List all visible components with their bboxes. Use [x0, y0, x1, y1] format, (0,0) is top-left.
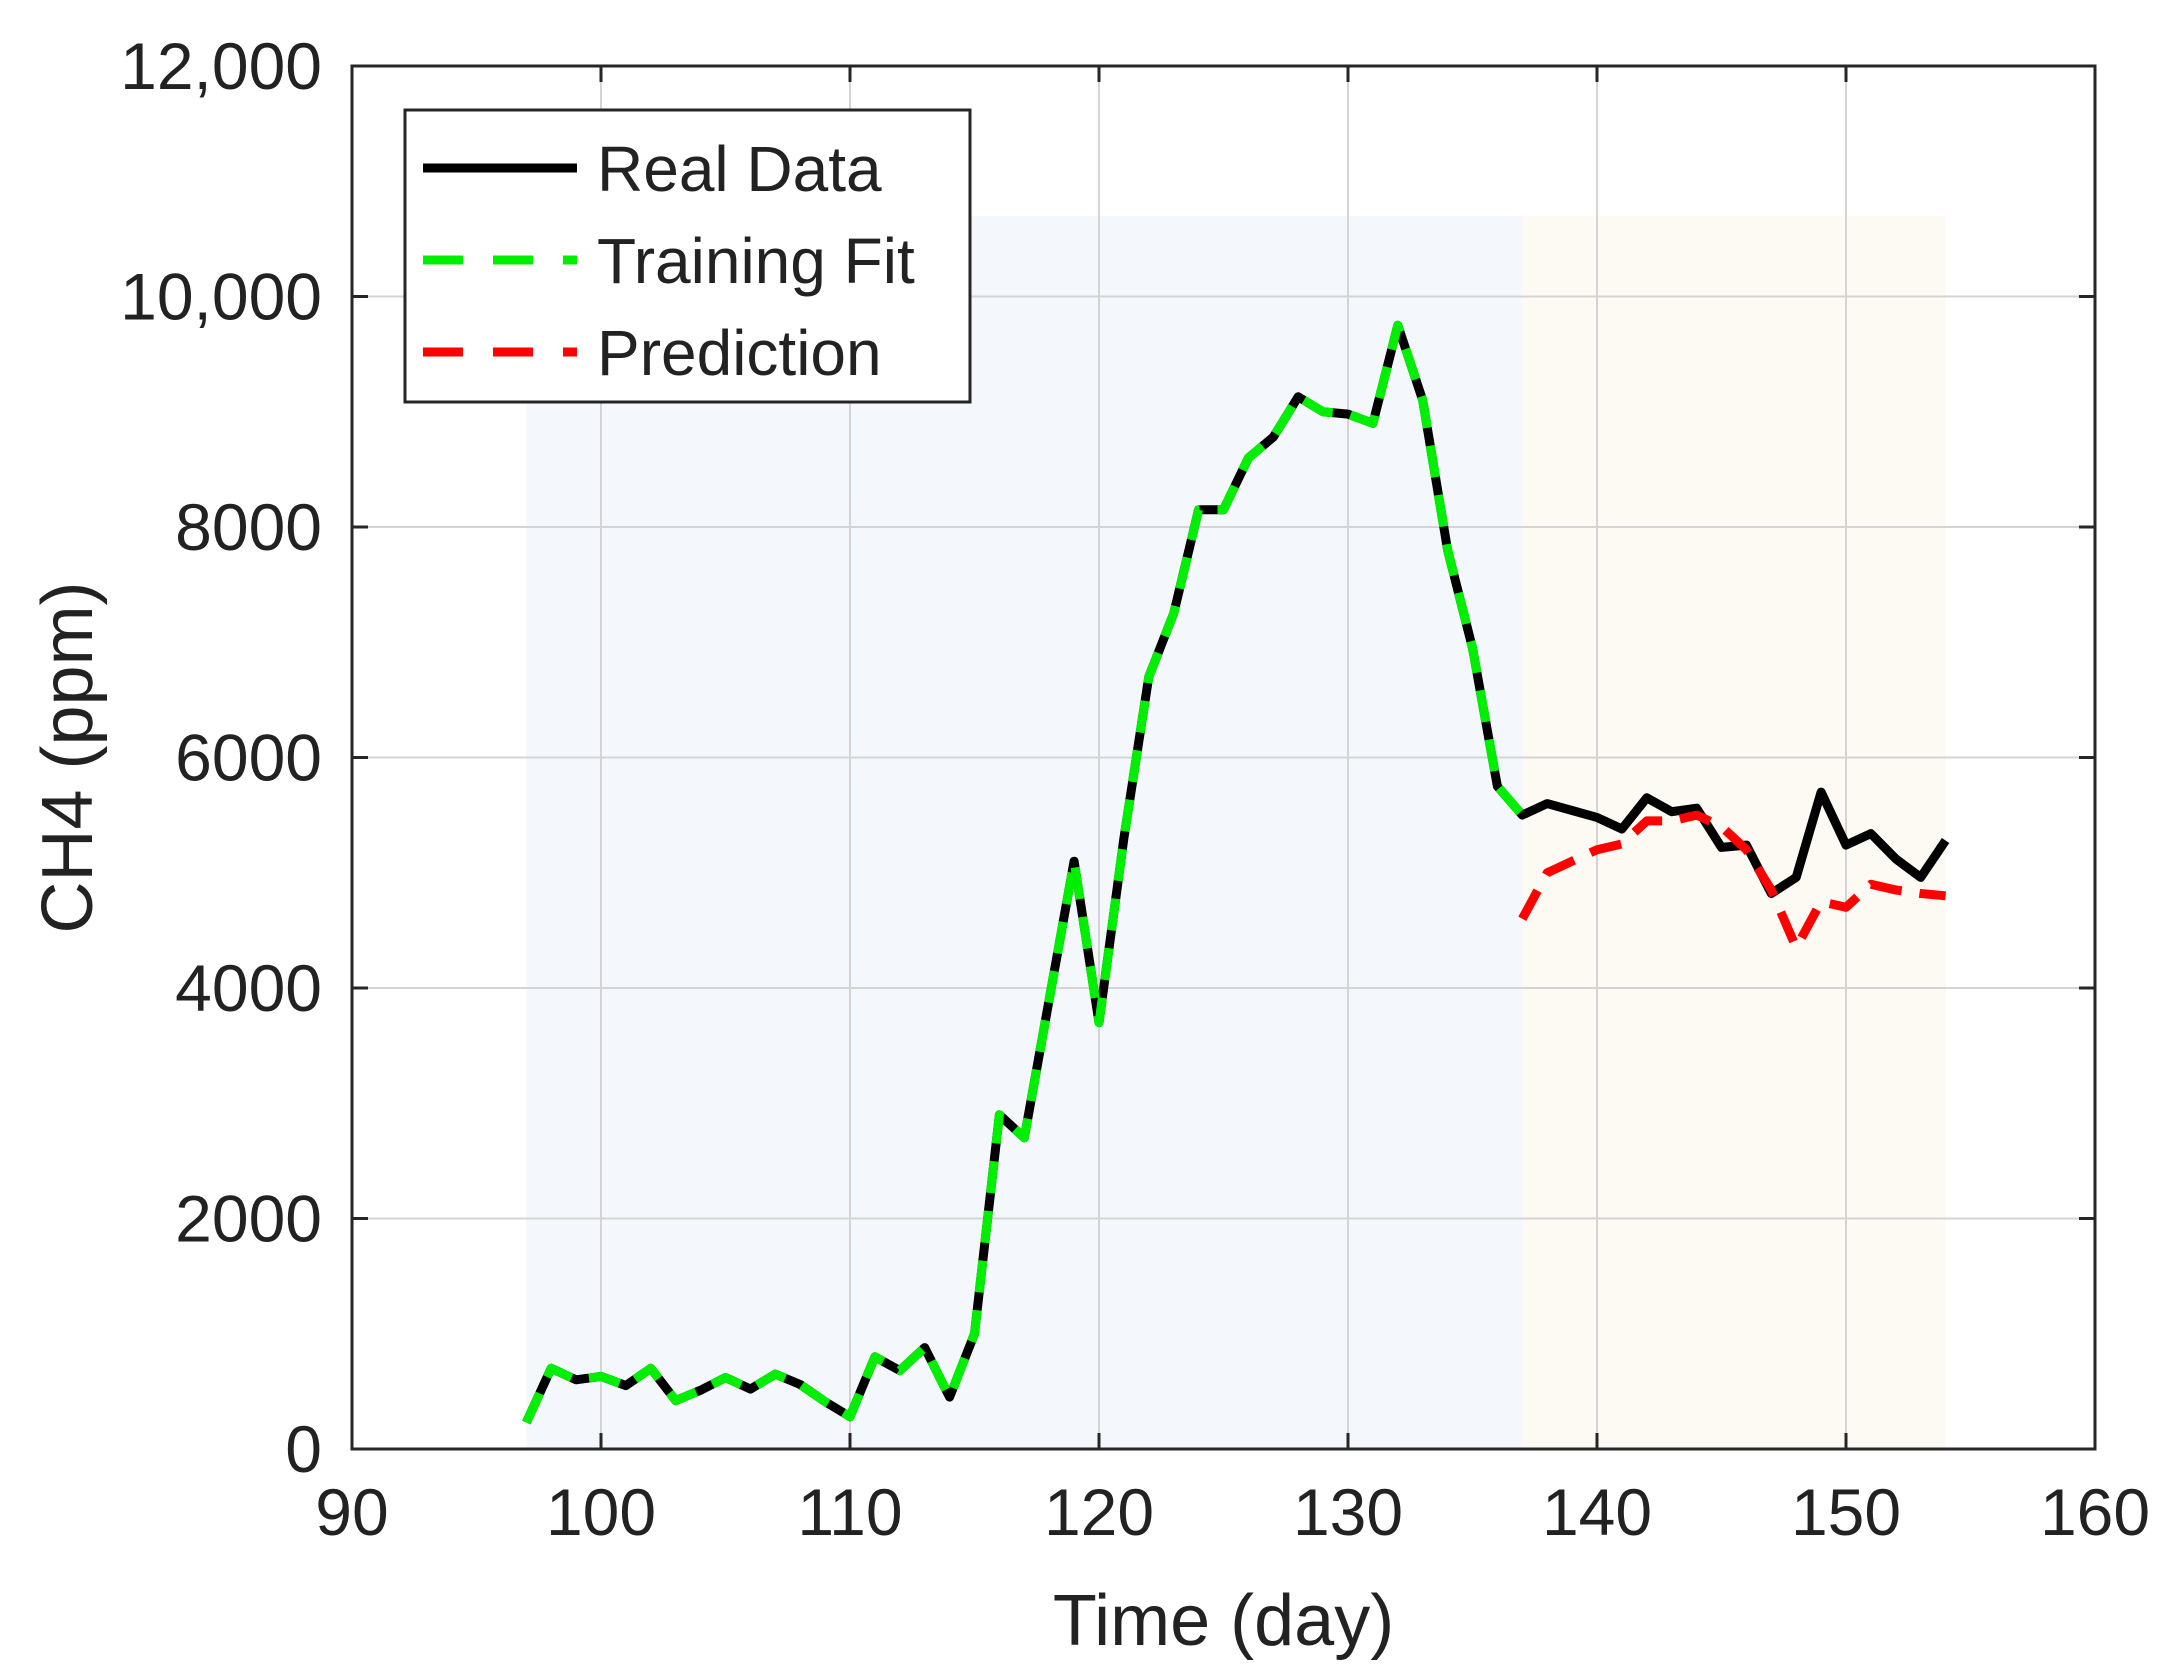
legend-label: Training Fit: [597, 225, 915, 297]
y-tick-label: 2000: [175, 1182, 322, 1256]
gridlines: [352, 66, 2095, 1449]
x-tick-label: 100: [546, 1475, 656, 1549]
y-axis-label: CH4 (ppm): [28, 581, 108, 933]
x-tick-label: 140: [1542, 1475, 1652, 1549]
y-tick-label: 8000: [175, 490, 322, 564]
x-tick-label: 130: [1293, 1475, 1403, 1549]
series-lines: [522, 320, 1950, 1425]
x-tick-label: 160: [2040, 1475, 2150, 1549]
x-tick-label: 150: [1791, 1475, 1901, 1549]
y-tick-label: 4000: [175, 951, 322, 1025]
legend: Real Data Training Fit Prediction: [403, 108, 972, 404]
y-tick-label: 12,000: [120, 29, 322, 103]
series-prediction: [1518, 810, 1947, 953]
x-tick-label: 120: [1044, 1475, 1154, 1549]
series-training-fit: [522, 320, 1526, 1425]
x-axis-label: Time (day): [1053, 1581, 1394, 1661]
y-tick-label: 6000: [175, 721, 322, 795]
legend-label: Prediction: [597, 317, 882, 389]
legend-label: Real Data: [597, 133, 882, 205]
x-tick-label: 110: [797, 1475, 902, 1549]
y-tick-label: 0: [285, 1412, 322, 1486]
axis-ticks: 90 100 110 120 130 140 150 160 0 2000 4000 6000 8000…: [120, 29, 2150, 1549]
y-tick-label: 10,000: [120, 260, 322, 334]
x-tick-label: 90: [315, 1475, 388, 1549]
